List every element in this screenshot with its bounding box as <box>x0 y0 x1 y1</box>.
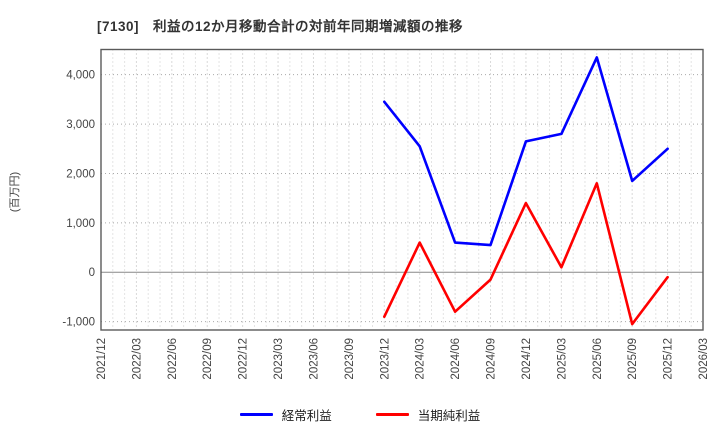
legend-label: 経常利益 <box>281 409 332 423</box>
series-line-0 <box>382 56 669 247</box>
legend-label: 当期純利益 <box>417 409 481 423</box>
x-tick-label: 2022/12 <box>238 338 250 380</box>
x-tick-label: 2025/09 <box>627 338 639 380</box>
plot-border <box>100 48 704 331</box>
x-tick-label: 2025/06 <box>592 338 604 380</box>
y-tick-label: 0 <box>89 267 95 279</box>
x-tick-label: 2023/06 <box>308 338 320 380</box>
x-tick-label: 2024/03 <box>415 338 427 380</box>
x-tick-label: 2023/12 <box>379 338 391 380</box>
y-tick-label: 1,000 <box>66 218 95 230</box>
legend: 経常利益 当期純利益 <box>0 405 720 424</box>
x-tick-label: 2025/03 <box>556 338 568 380</box>
y-tick-label: 2,000 <box>66 168 95 180</box>
x-tick-label: 2023/09 <box>344 338 356 380</box>
legend-item-net-income: 当期純利益 <box>375 405 481 424</box>
x-tick-label: 2022/09 <box>202 338 214 380</box>
y-tick-label: 4,000 <box>66 70 95 82</box>
x-tick-label: 2026/03 <box>698 338 710 380</box>
legend-line-sample-red <box>375 413 409 416</box>
legend-item-ordinary-profit: 経常利益 <box>239 405 332 424</box>
x-tick-label: 2021/12 <box>96 338 108 380</box>
series-line-1 <box>382 182 669 326</box>
y-tick-label: -1,000 <box>62 317 95 329</box>
x-tick-label: 2022/03 <box>131 338 143 380</box>
x-tick-label: 2025/12 <box>663 338 675 380</box>
y-tick-label: 3,000 <box>66 119 95 131</box>
x-tick-label: 2024/12 <box>521 338 533 380</box>
x-tick-label: 2024/09 <box>486 338 498 380</box>
chart-title: [7130] 利益の12か月移動合計の対前年同期増減額の推移 <box>97 19 464 34</box>
legend-line-sample-blue <box>239 413 273 416</box>
x-tick-label: 2022/06 <box>167 338 179 380</box>
x-tick-label: 2024/06 <box>450 338 462 380</box>
x-tick-label: 2023/03 <box>273 338 285 380</box>
